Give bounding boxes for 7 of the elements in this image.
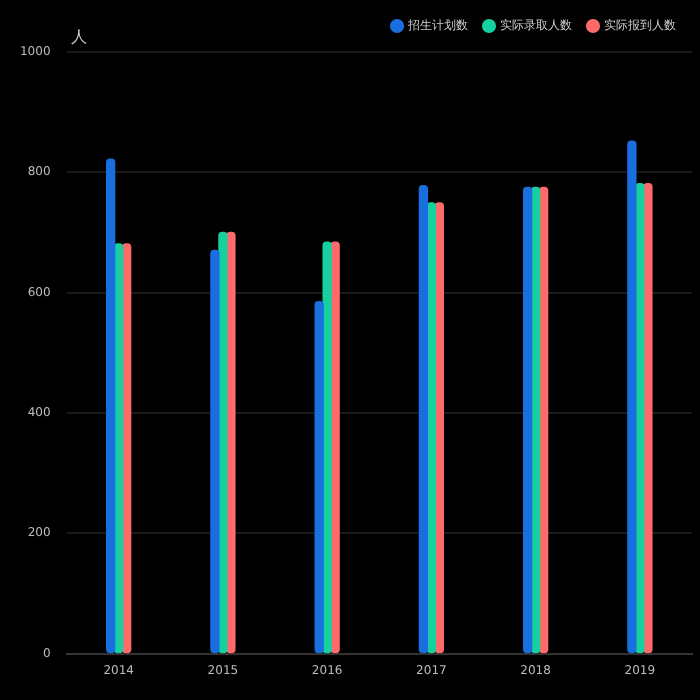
bar [418,184,429,654]
bar [314,301,324,654]
bar [106,158,116,654]
bar [627,140,637,654]
y-axis-title: 人 [70,28,87,47]
bar [522,186,533,654]
bar [210,249,220,654]
